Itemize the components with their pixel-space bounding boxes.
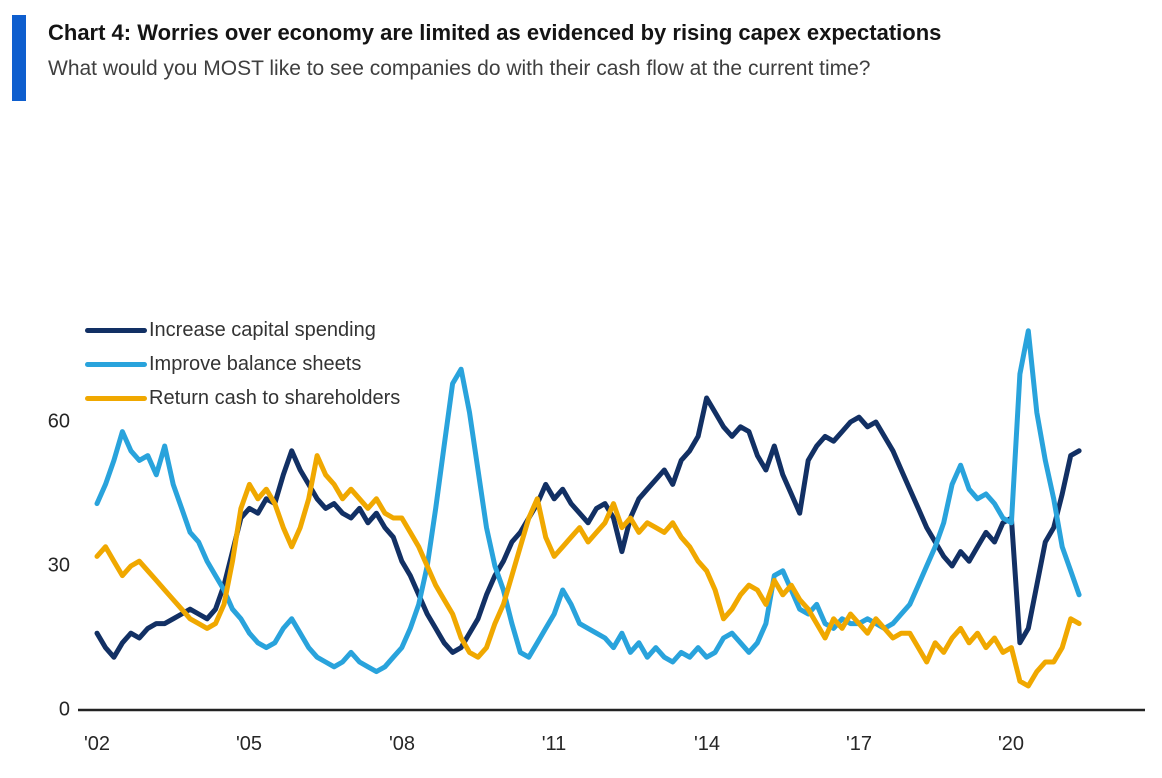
x-tick-08: '08 — [388, 733, 416, 755]
legend-label: Return cash to shareholders — [149, 386, 401, 409]
chart-legend: Increase capital spending Improve balanc… — [85, 313, 400, 415]
series-line-0 — [94, 395, 1082, 660]
series-line-1 — [94, 328, 1082, 675]
y-tick-60: 60 — [47, 410, 70, 433]
y-tick-0: 0 — [58, 698, 70, 721]
legend-label: Increase capital spending — [149, 318, 376, 341]
x-tick-17: '17 — [845, 733, 873, 755]
legend-line-swatch-navy — [85, 327, 147, 333]
chart-title: Chart 4: Worries over economy are limite… — [48, 20, 942, 45]
x-tick-11: '11 — [541, 733, 567, 755]
legend-line-swatch-lightblue — [85, 361, 147, 367]
x-tick-02: '02 — [83, 733, 111, 755]
legend-item-increase-capital-spending: Increase capital spending — [85, 313, 400, 347]
series-line-2 — [94, 453, 1082, 689]
legend-item-improve-balance-sheets: Improve balance sheets — [85, 347, 400, 381]
title-accent-bar — [12, 15, 26, 101]
chart-subtitle: What would you MOST like to see companie… — [48, 57, 871, 80]
x-tick-14: '14 — [693, 733, 721, 755]
x-tick-20: '20 — [997, 733, 1025, 755]
y-tick-30: 30 — [47, 554, 70, 577]
legend-item-return-cash-to-shareholders: Return cash to shareholders — [85, 381, 400, 415]
legend-line-swatch-gold — [85, 395, 147, 401]
legend-label: Improve balance sheets — [149, 352, 362, 375]
x-tick-05: '05 — [235, 733, 263, 755]
